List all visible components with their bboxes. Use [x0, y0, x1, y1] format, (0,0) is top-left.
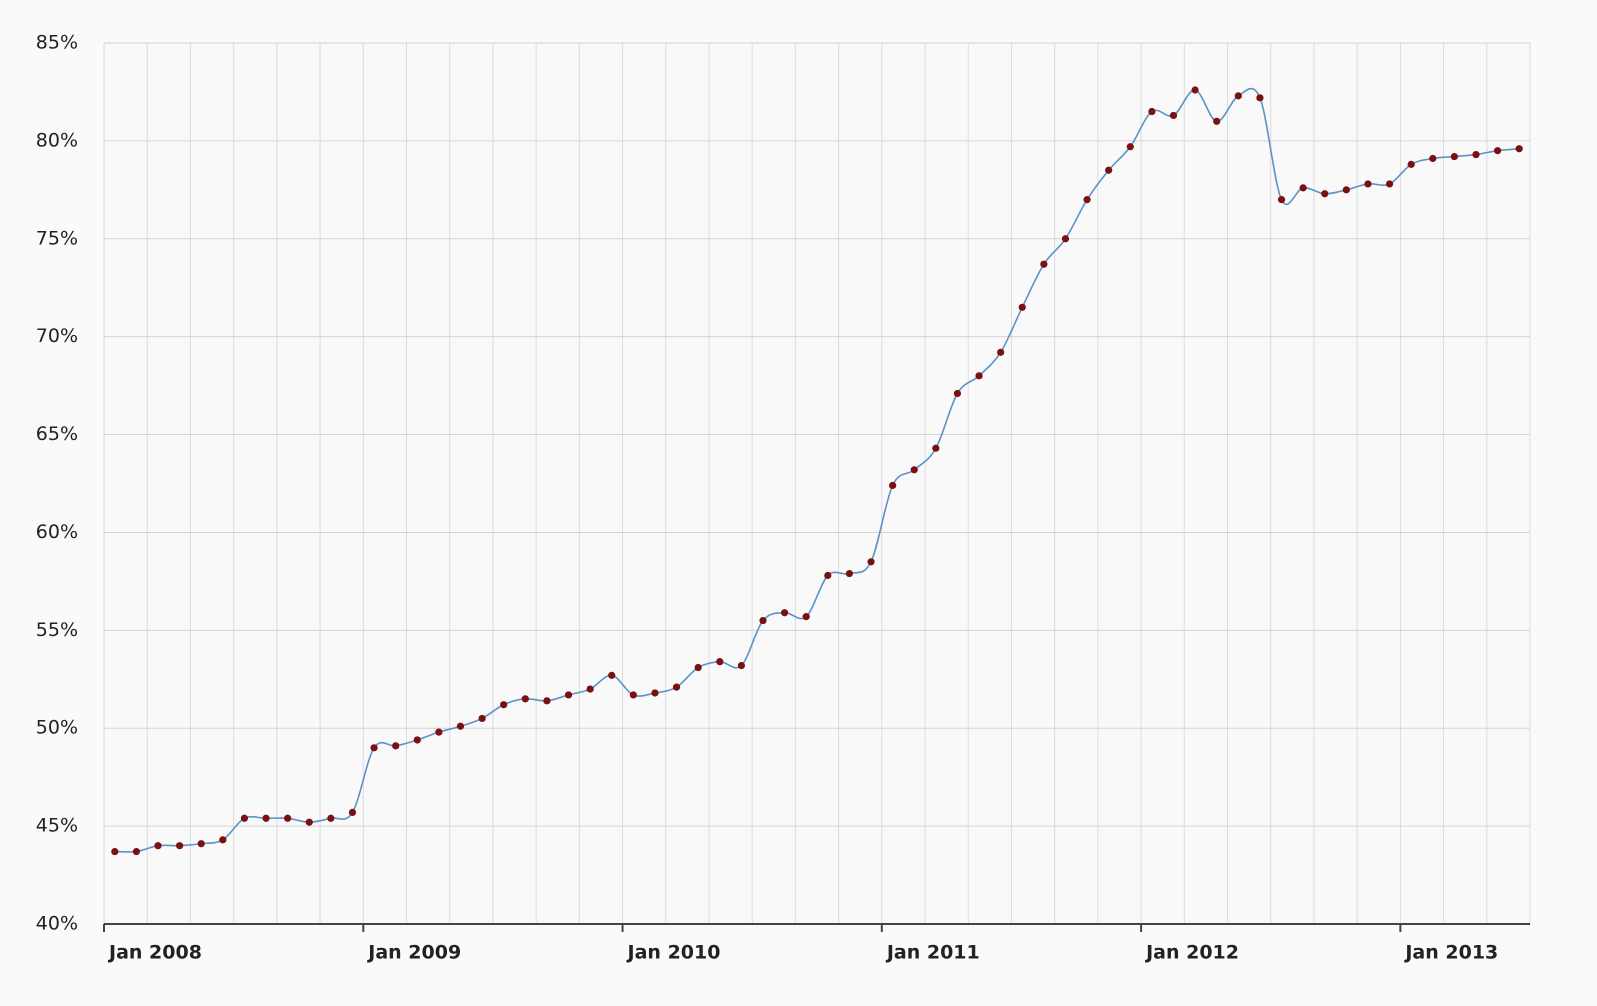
- plot-area: [104, 43, 1530, 924]
- y-tick-label: 60%: [36, 521, 78, 543]
- point: [1191, 86, 1199, 94]
- point: [1040, 260, 1048, 268]
- point: [1385, 180, 1394, 188]
- point: [348, 808, 357, 817]
- point: [1083, 196, 1091, 204]
- point: [1450, 152, 1458, 161]
- point: [672, 683, 681, 691]
- point: [759, 616, 767, 625]
- point: [197, 840, 205, 848]
- point: [564, 691, 573, 699]
- point: [435, 728, 443, 736]
- point: [1342, 186, 1350, 194]
- point: [176, 842, 184, 850]
- point: [1061, 235, 1070, 243]
- point: [586, 685, 594, 693]
- point: [608, 671, 616, 679]
- x-tick-label: Jan 2011: [885, 942, 980, 964]
- point: [392, 742, 400, 750]
- point: [413, 736, 421, 744]
- point: [543, 697, 551, 705]
- point: [651, 689, 659, 697]
- point: [500, 701, 508, 709]
- x-tick-label: Jan 2008: [107, 942, 202, 964]
- point: [1472, 150, 1480, 159]
- point: [1018, 303, 1026, 311]
- y-tick-label: 75%: [36, 227, 78, 249]
- point: [845, 569, 854, 578]
- point: [694, 663, 702, 672]
- x-tick-label: Jan 2010: [626, 942, 721, 964]
- point: [953, 389, 962, 398]
- point: [1105, 166, 1113, 174]
- point: [1213, 117, 1221, 125]
- point: [456, 722, 465, 730]
- point: [111, 847, 119, 856]
- point: [1493, 147, 1502, 155]
- point: [1515, 145, 1523, 153]
- point: [629, 691, 637, 699]
- point: [975, 372, 983, 380]
- point: [824, 571, 832, 580]
- point: [132, 847, 141, 856]
- point: [305, 818, 313, 826]
- point: [889, 481, 897, 490]
- y-tick-label: 65%: [36, 423, 78, 445]
- point: [802, 613, 810, 621]
- y-tick-label: 80%: [36, 129, 78, 151]
- point: [154, 842, 162, 850]
- point: [370, 744, 378, 752]
- point: [327, 814, 335, 822]
- point: [997, 348, 1005, 356]
- point: [1321, 190, 1329, 198]
- point: [1407, 160, 1415, 168]
- point: [478, 714, 486, 723]
- point: [737, 661, 745, 670]
- x-tick-label: Jan 2013: [1403, 942, 1498, 964]
- point: [716, 658, 724, 666]
- y-tick-label: 55%: [36, 619, 78, 641]
- point: [932, 444, 940, 452]
- point: [1429, 154, 1437, 163]
- point: [780, 609, 789, 617]
- point: [240, 814, 249, 822]
- point: [262, 814, 270, 822]
- y-tick-label: 40%: [36, 913, 78, 935]
- y-tick-label: 45%: [36, 815, 78, 837]
- point: [219, 836, 227, 844]
- y-tick-label: 70%: [36, 325, 78, 347]
- y-tick-label: 85%: [36, 32, 78, 54]
- x-tick-label: Jan 2012: [1144, 942, 1239, 964]
- point: [521, 695, 529, 703]
- point: [1148, 107, 1156, 116]
- point: [867, 558, 875, 566]
- point: [1277, 196, 1286, 204]
- point: [1256, 94, 1264, 102]
- x-tick-label: Jan 2009: [366, 942, 461, 964]
- point: [1299, 184, 1307, 192]
- point: [1364, 180, 1372, 188]
- point: [284, 814, 292, 822]
- point: [1169, 111, 1178, 120]
- y-tick-label: 50%: [36, 717, 78, 739]
- point: [1234, 92, 1242, 100]
- point: [1126, 143, 1134, 151]
- point: [910, 466, 918, 474]
